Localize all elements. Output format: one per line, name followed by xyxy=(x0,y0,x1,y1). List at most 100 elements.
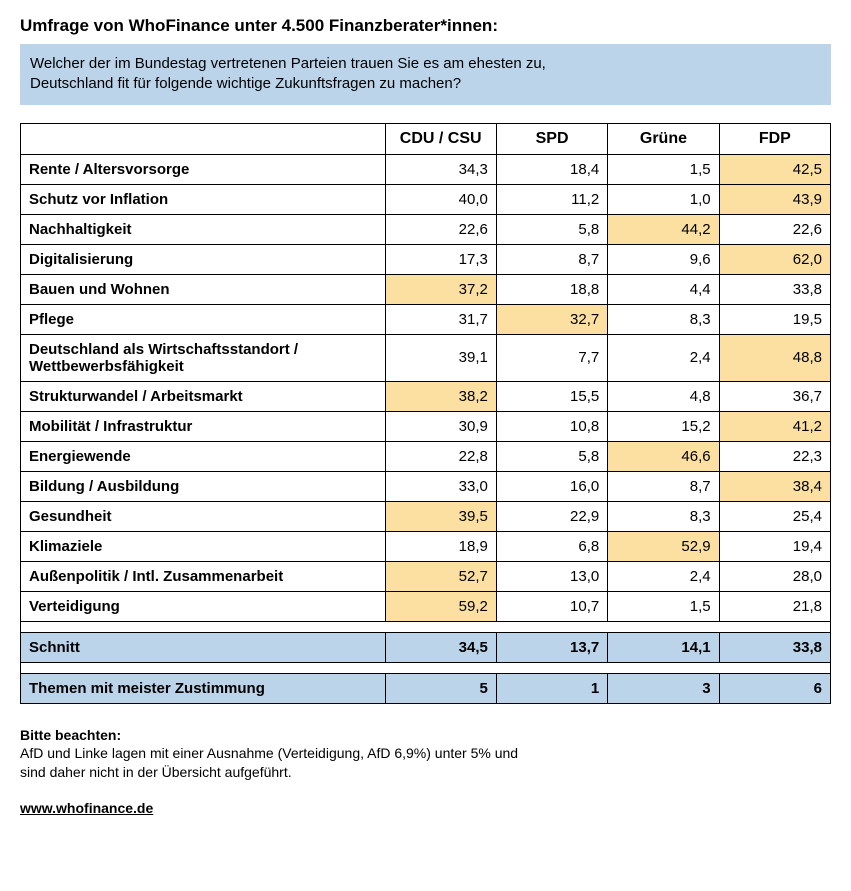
cell-value: 18,4 xyxy=(496,154,607,184)
header-party: CDU / CSU xyxy=(385,123,496,154)
cell-value: 36,7 xyxy=(719,381,830,411)
cell-value: 41,2 xyxy=(719,411,830,441)
cell-value: 34,5 xyxy=(385,632,496,662)
question-line-2: Deutschland fit für folgende wichtige Zu… xyxy=(30,75,461,92)
cell-value: 11,2 xyxy=(496,184,607,214)
cell-value: 1,5 xyxy=(608,591,719,621)
cell-value: 18,9 xyxy=(385,531,496,561)
row-label: Gesundheit xyxy=(21,501,386,531)
cell-value: 52,9 xyxy=(608,531,719,561)
table-row: Mobilität / Infrastruktur30,910,815,241,… xyxy=(21,411,831,441)
cell-value: 48,8 xyxy=(719,334,830,381)
spacer-row xyxy=(21,621,831,632)
cell-value: 1,0 xyxy=(608,184,719,214)
cell-value: 32,7 xyxy=(496,304,607,334)
footnote-title: Bitte beachten: xyxy=(20,726,831,745)
table-row: Pflege31,732,78,319,5 xyxy=(21,304,831,334)
cell-value: 10,8 xyxy=(496,411,607,441)
table-row: Energiewende22,85,846,622,3 xyxy=(21,441,831,471)
results-table: CDU / CSU SPD Grüne FDP Rente / Altersvo… xyxy=(20,123,831,704)
cell-value: 30,9 xyxy=(385,411,496,441)
cell-value: 44,2 xyxy=(608,214,719,244)
cell-value: 3 xyxy=(608,673,719,703)
table-row: Nachhaltigkeit22,65,844,222,6 xyxy=(21,214,831,244)
average-row: Schnitt34,513,714,133,8 xyxy=(21,632,831,662)
cell-value: 7,7 xyxy=(496,334,607,381)
row-label: Außenpolitik / Intl. Zusammenarbeit xyxy=(21,561,386,591)
table-row: Deutschland als Wirtschaftsstandort / We… xyxy=(21,334,831,381)
cell-value: 38,4 xyxy=(719,471,830,501)
cell-value: 25,4 xyxy=(719,501,830,531)
table-row: Gesundheit39,522,98,325,4 xyxy=(21,501,831,531)
cell-value: 4,8 xyxy=(608,381,719,411)
cell-value: 33,8 xyxy=(719,274,830,304)
cell-value: 10,7 xyxy=(496,591,607,621)
cell-value: 43,9 xyxy=(719,184,830,214)
cell-value: 5,8 xyxy=(496,214,607,244)
cell-value: 22,8 xyxy=(385,441,496,471)
footnote-line: AfD und Linke lagen mit einer Ausnahme (… xyxy=(20,744,831,763)
cell-value: 14,1 xyxy=(608,632,719,662)
header-topic xyxy=(21,123,386,154)
cell-value: 5,8 xyxy=(496,441,607,471)
row-label: Pflege xyxy=(21,304,386,334)
cell-value: 19,4 xyxy=(719,531,830,561)
cell-value: 4,4 xyxy=(608,274,719,304)
cell-value: 39,5 xyxy=(385,501,496,531)
cell-value: 22,9 xyxy=(496,501,607,531)
survey-question: Welcher der im Bundestag vertretenen Par… xyxy=(20,44,831,105)
cell-value: 59,2 xyxy=(385,591,496,621)
question-line-1: Welcher der im Bundestag vertretenen Par… xyxy=(30,55,546,72)
cell-value: 33,8 xyxy=(719,632,830,662)
row-label: Rente / Altersvorsorge xyxy=(21,154,386,184)
cell-value: 17,3 xyxy=(385,244,496,274)
row-label: Mobilität / Infrastruktur xyxy=(21,411,386,441)
cell-value: 15,5 xyxy=(496,381,607,411)
cell-value: 37,2 xyxy=(385,274,496,304)
source-link[interactable]: www.whofinance.de xyxy=(20,800,831,816)
footnote-line: sind daher nicht in der Übersicht aufgef… xyxy=(20,763,831,782)
cell-value: 40,0 xyxy=(385,184,496,214)
row-label: Schutz vor Inflation xyxy=(21,184,386,214)
cell-value: 38,2 xyxy=(385,381,496,411)
cell-value: 5 xyxy=(385,673,496,703)
count-row: Themen mit meister Zustimmung5136 xyxy=(21,673,831,703)
table-row: Rente / Altersvorsorge34,318,41,542,5 xyxy=(21,154,831,184)
cell-value: 28,0 xyxy=(719,561,830,591)
cell-value: 8,7 xyxy=(496,244,607,274)
cell-value: 31,7 xyxy=(385,304,496,334)
table-row: Bauen und Wohnen37,218,84,433,8 xyxy=(21,274,831,304)
row-label: Bildung / Ausbildung xyxy=(21,471,386,501)
row-label: Themen mit meister Zustimmung xyxy=(21,673,386,703)
cell-value: 6 xyxy=(719,673,830,703)
table-row: Außenpolitik / Intl. Zusammenarbeit52,71… xyxy=(21,561,831,591)
cell-value: 34,3 xyxy=(385,154,496,184)
cell-value: 62,0 xyxy=(719,244,830,274)
cell-value: 2,4 xyxy=(608,334,719,381)
cell-value: 46,6 xyxy=(608,441,719,471)
cell-value: 22,3 xyxy=(719,441,830,471)
table-row: Verteidigung59,210,71,521,8 xyxy=(21,591,831,621)
cell-value: 22,6 xyxy=(719,214,830,244)
cell-value: 33,0 xyxy=(385,471,496,501)
row-label: Nachhaltigkeit xyxy=(21,214,386,244)
table-row: Schutz vor Inflation40,011,21,043,9 xyxy=(21,184,831,214)
table-header-row: CDU / CSU SPD Grüne FDP xyxy=(21,123,831,154)
table-row: Digitalisierung17,38,79,662,0 xyxy=(21,244,831,274)
row-label: Schnitt xyxy=(21,632,386,662)
cell-value: 8,3 xyxy=(608,304,719,334)
cell-value: 16,0 xyxy=(496,471,607,501)
cell-value: 13,0 xyxy=(496,561,607,591)
page-title: Umfrage von WhoFinance unter 4.500 Finan… xyxy=(20,16,831,36)
cell-value: 18,8 xyxy=(496,274,607,304)
cell-value: 6,8 xyxy=(496,531,607,561)
cell-value: 52,7 xyxy=(385,561,496,591)
row-label: Energiewende xyxy=(21,441,386,471)
spacer-row xyxy=(21,662,831,673)
row-label: Verteidigung xyxy=(21,591,386,621)
cell-value: 1 xyxy=(496,673,607,703)
cell-value: 42,5 xyxy=(719,154,830,184)
footnote: Bitte beachten: AfD und Linke lagen mit … xyxy=(20,726,831,783)
row-label: Bauen und Wohnen xyxy=(21,274,386,304)
header-party: Grüne xyxy=(608,123,719,154)
